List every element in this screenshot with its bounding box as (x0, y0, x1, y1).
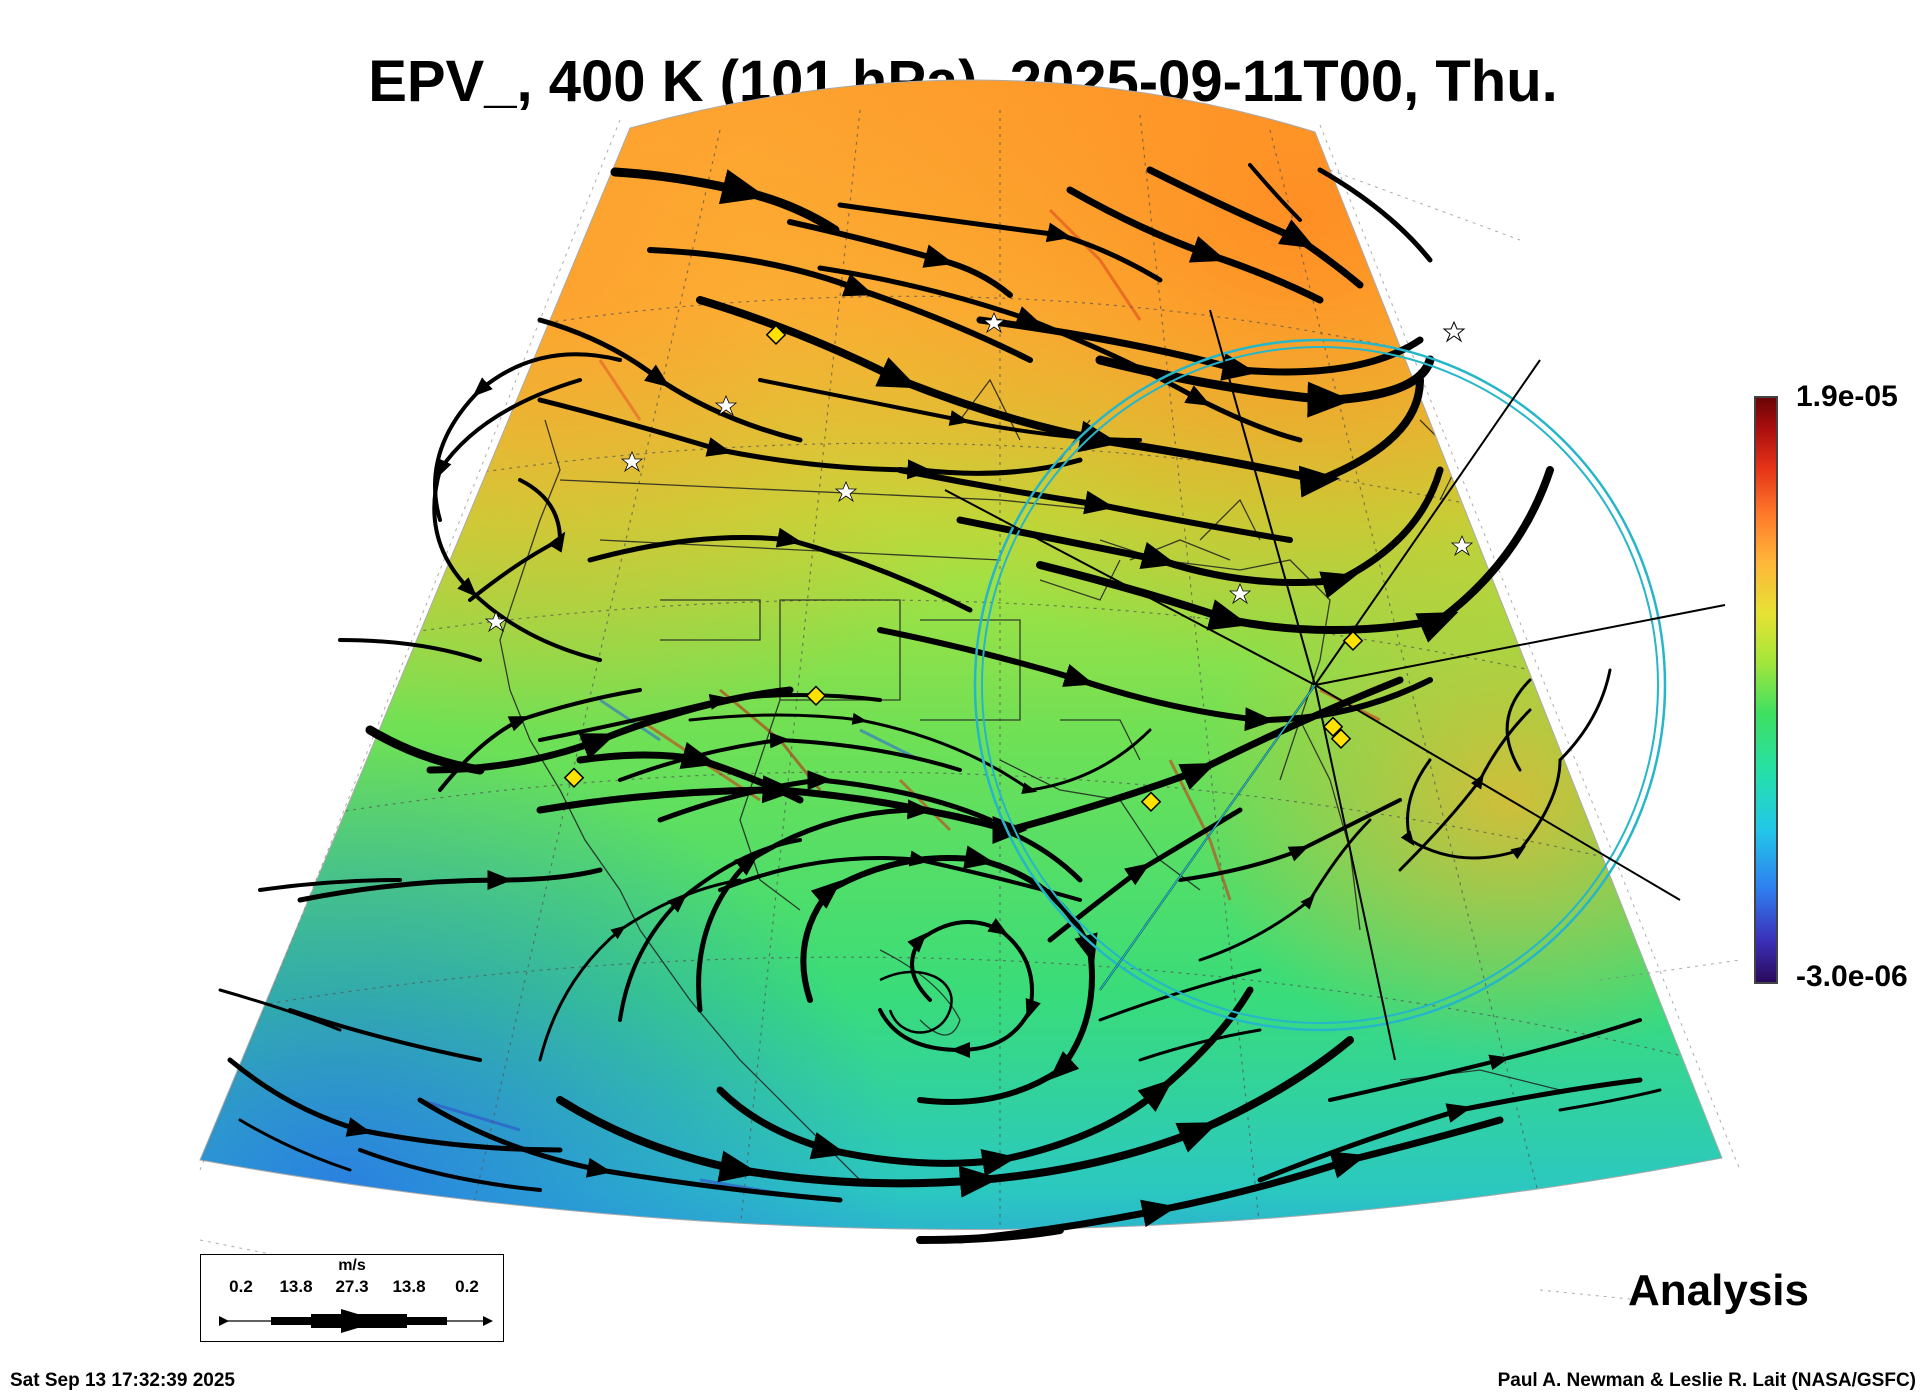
colorbar-min-label: -3.0e-06 (1796, 960, 1908, 993)
wind-scale-tick: 27.3 (335, 1277, 369, 1296)
footer-timestamp: Sat Sep 13 17:32:39 2025 (10, 1370, 235, 1391)
wind-scale-tick: 13.8 (279, 1277, 313, 1296)
colorbar (1754, 396, 1778, 984)
colorbar-max-label: 1.9e-05 (1796, 380, 1898, 413)
analysis-label: Analysis (1628, 1266, 1809, 1315)
wind-scale-tick: 0.2 (229, 1277, 253, 1296)
wind-scale-tick: 13.8 (392, 1277, 426, 1296)
vortex-circle (973, 338, 1667, 1032)
wind-scale-legend: m/s 0.2 13.8 27.3 13.8 0.2 (200, 1254, 504, 1342)
star-markers (484, 311, 1474, 633)
wind-scale-arrow (219, 1309, 493, 1333)
station-markers (563, 324, 1364, 812)
wind-scale-unit: m/s (338, 1257, 366, 1274)
footer-credit: Paul A. Newman & Leslie R. Lait (NASA/GS… (1497, 1370, 1916, 1391)
wind-scale-tick: 0.2 (455, 1277, 479, 1296)
